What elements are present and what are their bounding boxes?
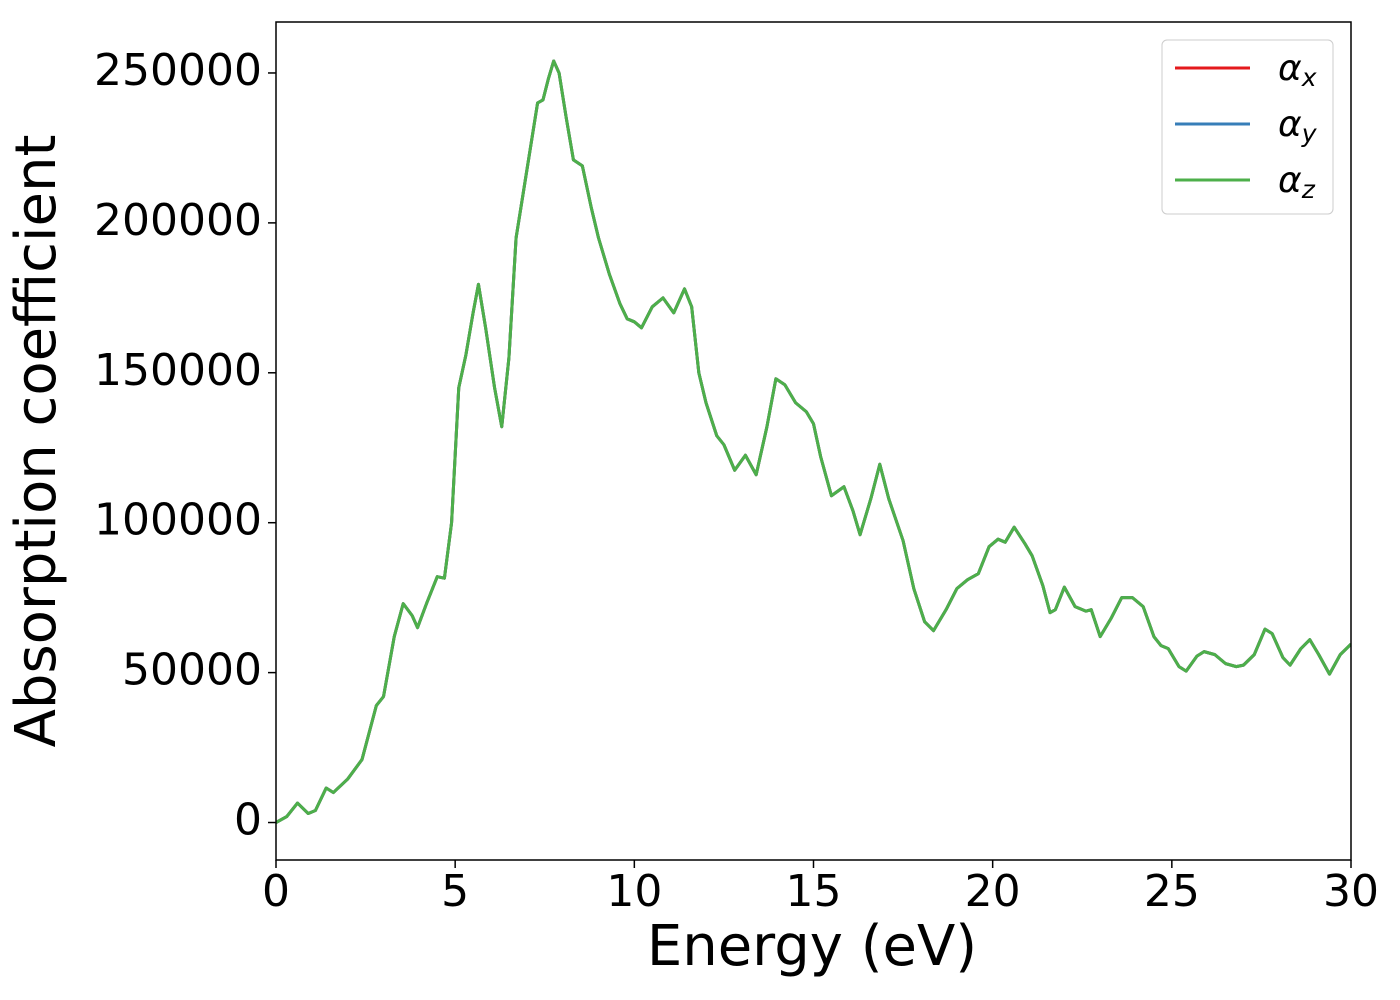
x-tick-label: 15 — [786, 866, 842, 917]
y-tick-label: 150000 — [94, 345, 262, 396]
x-tick-label: 30 — [1323, 866, 1379, 917]
legend-box — [1161, 39, 1334, 215]
x-axis-label: Energy (eV) — [647, 914, 977, 979]
y-axis-label: Absorption coefficient — [4, 135, 69, 748]
plot-area — [276, 59, 1351, 824]
data-line — [276, 59, 1351, 824]
legend: αx αy αz — [1161, 39, 1334, 215]
y-tick-label: 100000 — [94, 495, 262, 546]
y-tick-label: 50000 — [122, 645, 262, 696]
y-tick-label: 200000 — [94, 195, 262, 246]
x-tick-label: 20 — [965, 866, 1021, 917]
x-tick-label: 10 — [606, 866, 662, 917]
legend-label: αx — [1278, 48, 1317, 92]
x-tick-label: 5 — [441, 866, 469, 917]
legend-label: αz — [1278, 160, 1316, 204]
y-tick-label: 250000 — [94, 45, 262, 96]
x-tick-label: 25 — [1144, 866, 1200, 917]
axes-frame — [275, 21, 1352, 861]
legend-label: αy — [1278, 104, 1318, 148]
y-tick-label: 0 — [234, 795, 262, 846]
x-tick-label: 0 — [262, 866, 290, 917]
